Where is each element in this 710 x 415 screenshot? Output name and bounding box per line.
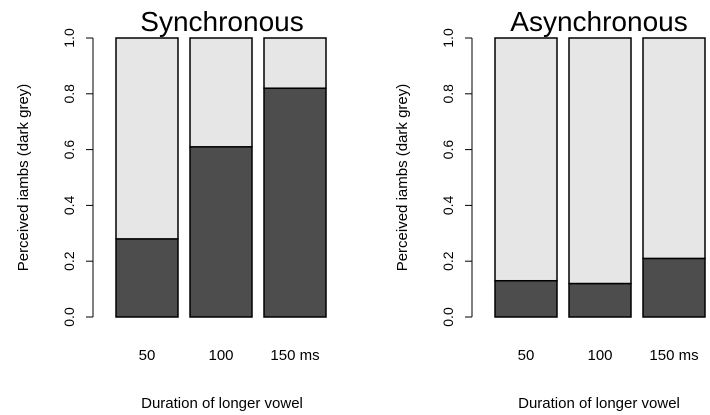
x-axis-label: Duration of longer vowel bbox=[518, 395, 680, 412]
x-tick-label: 50 bbox=[518, 347, 535, 364]
y-tick-label: 0.0 bbox=[440, 307, 456, 327]
bar-dark-3 bbox=[642, 257, 706, 318]
bar-light-3 bbox=[642, 37, 706, 260]
x-tick-label: 150 ms bbox=[270, 347, 319, 364]
x-tick-label: 100 bbox=[208, 347, 233, 364]
x-tick-label: 150 ms bbox=[649, 347, 698, 364]
y-axis-label: Perceived iambs (dark grey) bbox=[394, 84, 411, 272]
y-tick-label: 0.4 bbox=[61, 195, 77, 215]
y-tick-label: 0.6 bbox=[440, 140, 456, 160]
y-tick-label: 0.8 bbox=[61, 84, 77, 104]
bar-dark-2 bbox=[189, 146, 253, 318]
y-tick-label: 0.8 bbox=[440, 84, 456, 104]
y-tick-label: 0.4 bbox=[440, 195, 456, 215]
panel-synchronous: Synchronous 50 100 150 ms 0.0 0.2 0.4 0.6 0.8 1.0… bbox=[15, 6, 327, 412]
bar-light-3 bbox=[263, 37, 327, 89]
bar-light-2 bbox=[189, 37, 253, 148]
y-tick-label: 0.0 bbox=[61, 307, 77, 327]
bar-dark-2 bbox=[568, 282, 632, 318]
bar-light-1 bbox=[115, 37, 179, 240]
bar-dark-1 bbox=[494, 279, 558, 318]
y-tick-label: 0.6 bbox=[61, 140, 77, 160]
bar-light-1 bbox=[494, 37, 558, 282]
bar-dark-1 bbox=[115, 238, 179, 318]
chart-title: Asynchronous bbox=[510, 6, 687, 37]
x-tick-label: 100 bbox=[587, 347, 612, 364]
y-tick-label: 0.2 bbox=[61, 251, 77, 271]
y-tick-label: 1.0 bbox=[440, 28, 456, 48]
y-axis-label: Perceived iambs (dark grey) bbox=[15, 84, 32, 272]
bar-light-2 bbox=[568, 37, 632, 285]
x-tick-label: 50 bbox=[139, 347, 156, 364]
y-tick-label: 1.0 bbox=[61, 28, 77, 48]
panel-asynchronous: Asynchronous 50 100 150 ms 0.0 0.2 0.4 0.6 0.8 1.… bbox=[394, 6, 706, 412]
y-tick-label: 0.2 bbox=[440, 251, 456, 271]
chart-title: Synchronous bbox=[140, 6, 303, 37]
bar-dark-3 bbox=[263, 87, 327, 318]
x-axis-label: Duration of longer vowel bbox=[141, 395, 303, 412]
